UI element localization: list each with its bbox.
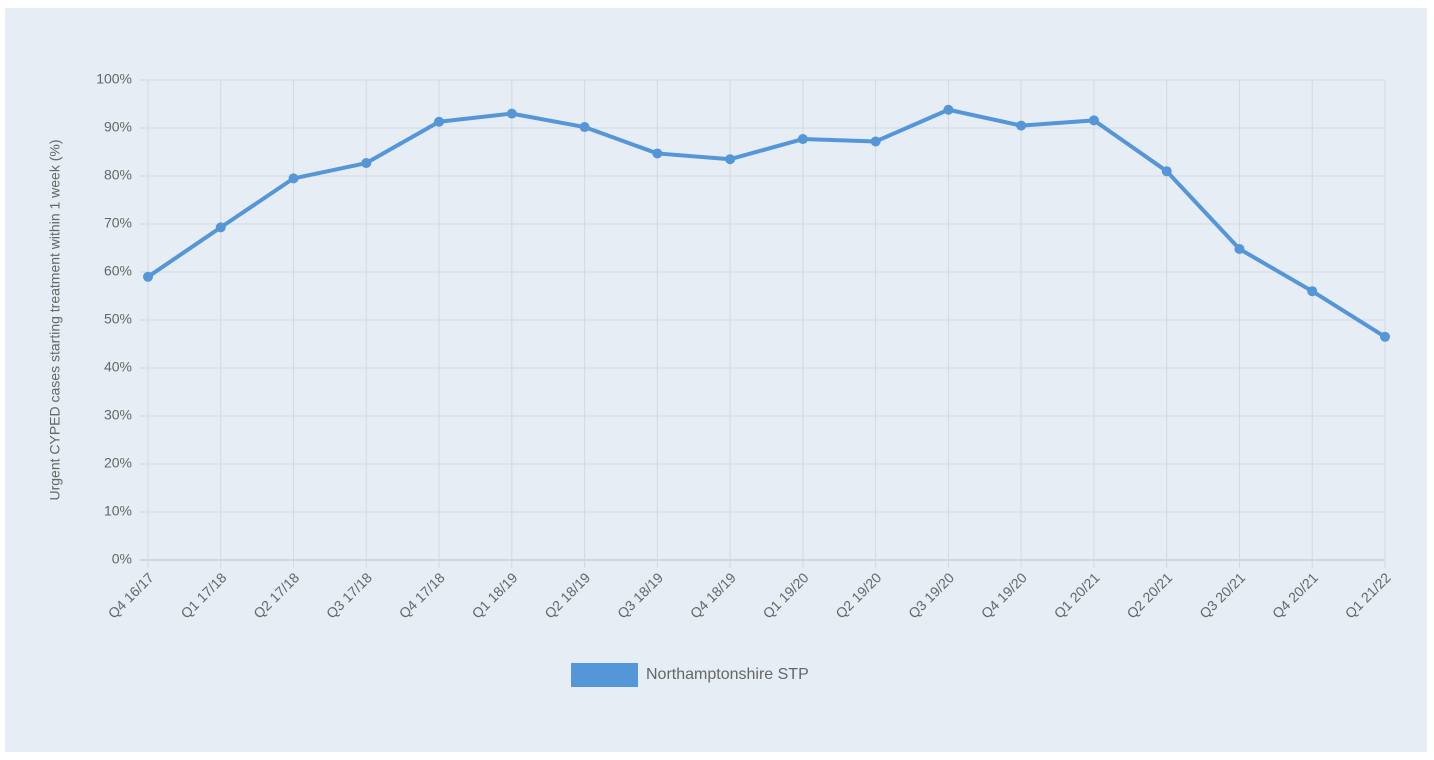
- y-tick-label: 0%: [112, 551, 132, 567]
- data-point: [943, 104, 954, 115]
- y-tick-label: 80%: [104, 167, 132, 183]
- y-tick-label: 30%: [104, 407, 132, 423]
- data-point: [870, 136, 881, 147]
- chart-background: [5, 8, 1427, 752]
- y-tick-label: 20%: [104, 455, 132, 471]
- data-point: [1380, 331, 1390, 342]
- y-axis-label: Urgent CYPED cases starting treatment wi…: [47, 139, 63, 500]
- y-tick-label: 100%: [96, 71, 132, 87]
- data-point: [652, 148, 663, 159]
- y-tick-label: 10%: [104, 503, 132, 519]
- data-point: [579, 122, 590, 133]
- data-point: [143, 271, 153, 282]
- data-point: [506, 108, 517, 119]
- data-point: [1307, 286, 1318, 297]
- y-tick-label: 90%: [104, 119, 132, 135]
- data-point: [288, 173, 299, 184]
- data-point: [434, 116, 445, 127]
- data-point: [361, 158, 372, 169]
- y-tick-label: 40%: [104, 359, 132, 375]
- data-point: [725, 154, 736, 165]
- y-tick-label: 50%: [104, 311, 132, 327]
- data-point: [1016, 120, 1027, 131]
- legend-label: Northamptonshire STP: [646, 666, 809, 683]
- data-line: [146, 107, 1387, 339]
- data-point: [797, 134, 808, 145]
- data-point: [1161, 166, 1172, 177]
- data-point: [1234, 243, 1245, 254]
- y-tick-label: 70%: [104, 215, 132, 231]
- data-point: [215, 222, 226, 233]
- legend-swatch: [571, 663, 638, 687]
- y-tick-label: 60%: [104, 263, 132, 279]
- data-point: [1088, 115, 1099, 126]
